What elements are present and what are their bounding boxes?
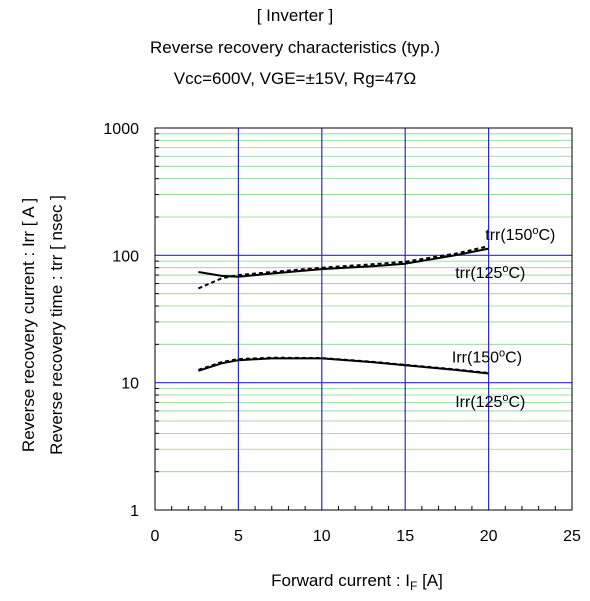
- plot-frame: [154, 127, 573, 511]
- series-line-1: [198, 247, 489, 278]
- minor-gridlines: [155, 133, 572, 473]
- x-tick-label: 20: [480, 528, 498, 545]
- series-label-0: trr(150oC): [485, 225, 555, 244]
- x-axis-label-main: Forward current : I: [271, 571, 410, 590]
- y-tick-label: 1: [130, 503, 139, 520]
- major-gridlines: [155, 128, 572, 510]
- chart-title: [ Inverter ]: [256, 6, 334, 25]
- x-tick-label: 25: [563, 528, 581, 545]
- y-tick-label: 1000: [103, 121, 139, 138]
- y-axis-label-current: Reverse recovery current : Irr [ A ]: [19, 198, 38, 452]
- series-line-0: [198, 245, 489, 290]
- x-tick-label: 0: [151, 528, 160, 545]
- y-axis-label-time: Reverse recovery time : trr [ nsec ]: [47, 195, 66, 455]
- x-axis-label-subscript: F: [410, 579, 417, 593]
- series-line-2: [198, 356, 489, 374]
- series-line-3: [198, 357, 489, 375]
- y-tick-label: 10: [121, 376, 139, 393]
- x-tick-label: 10: [313, 528, 331, 545]
- y-tick-label: 100: [112, 248, 139, 265]
- axis-ticks: [155, 133, 556, 510]
- chart-subtitle: Reverse recovery characteristics (typ.): [149, 38, 441, 57]
- x-axis-label: Forward current : IF [A]: [271, 571, 443, 593]
- x-tick-label: 5: [234, 528, 243, 545]
- chart-conditions: Vcc=600V, VGE=±15V, Rg=47Ω: [173, 69, 417, 88]
- x-axis-label-tail: [A]: [417, 571, 443, 590]
- series-label-1: trr(125oC): [455, 263, 525, 282]
- x-tick-label: 15: [396, 528, 414, 545]
- series-label-2: Irr(150oC): [452, 347, 522, 366]
- series-label-3: Irr(125oC): [455, 392, 525, 411]
